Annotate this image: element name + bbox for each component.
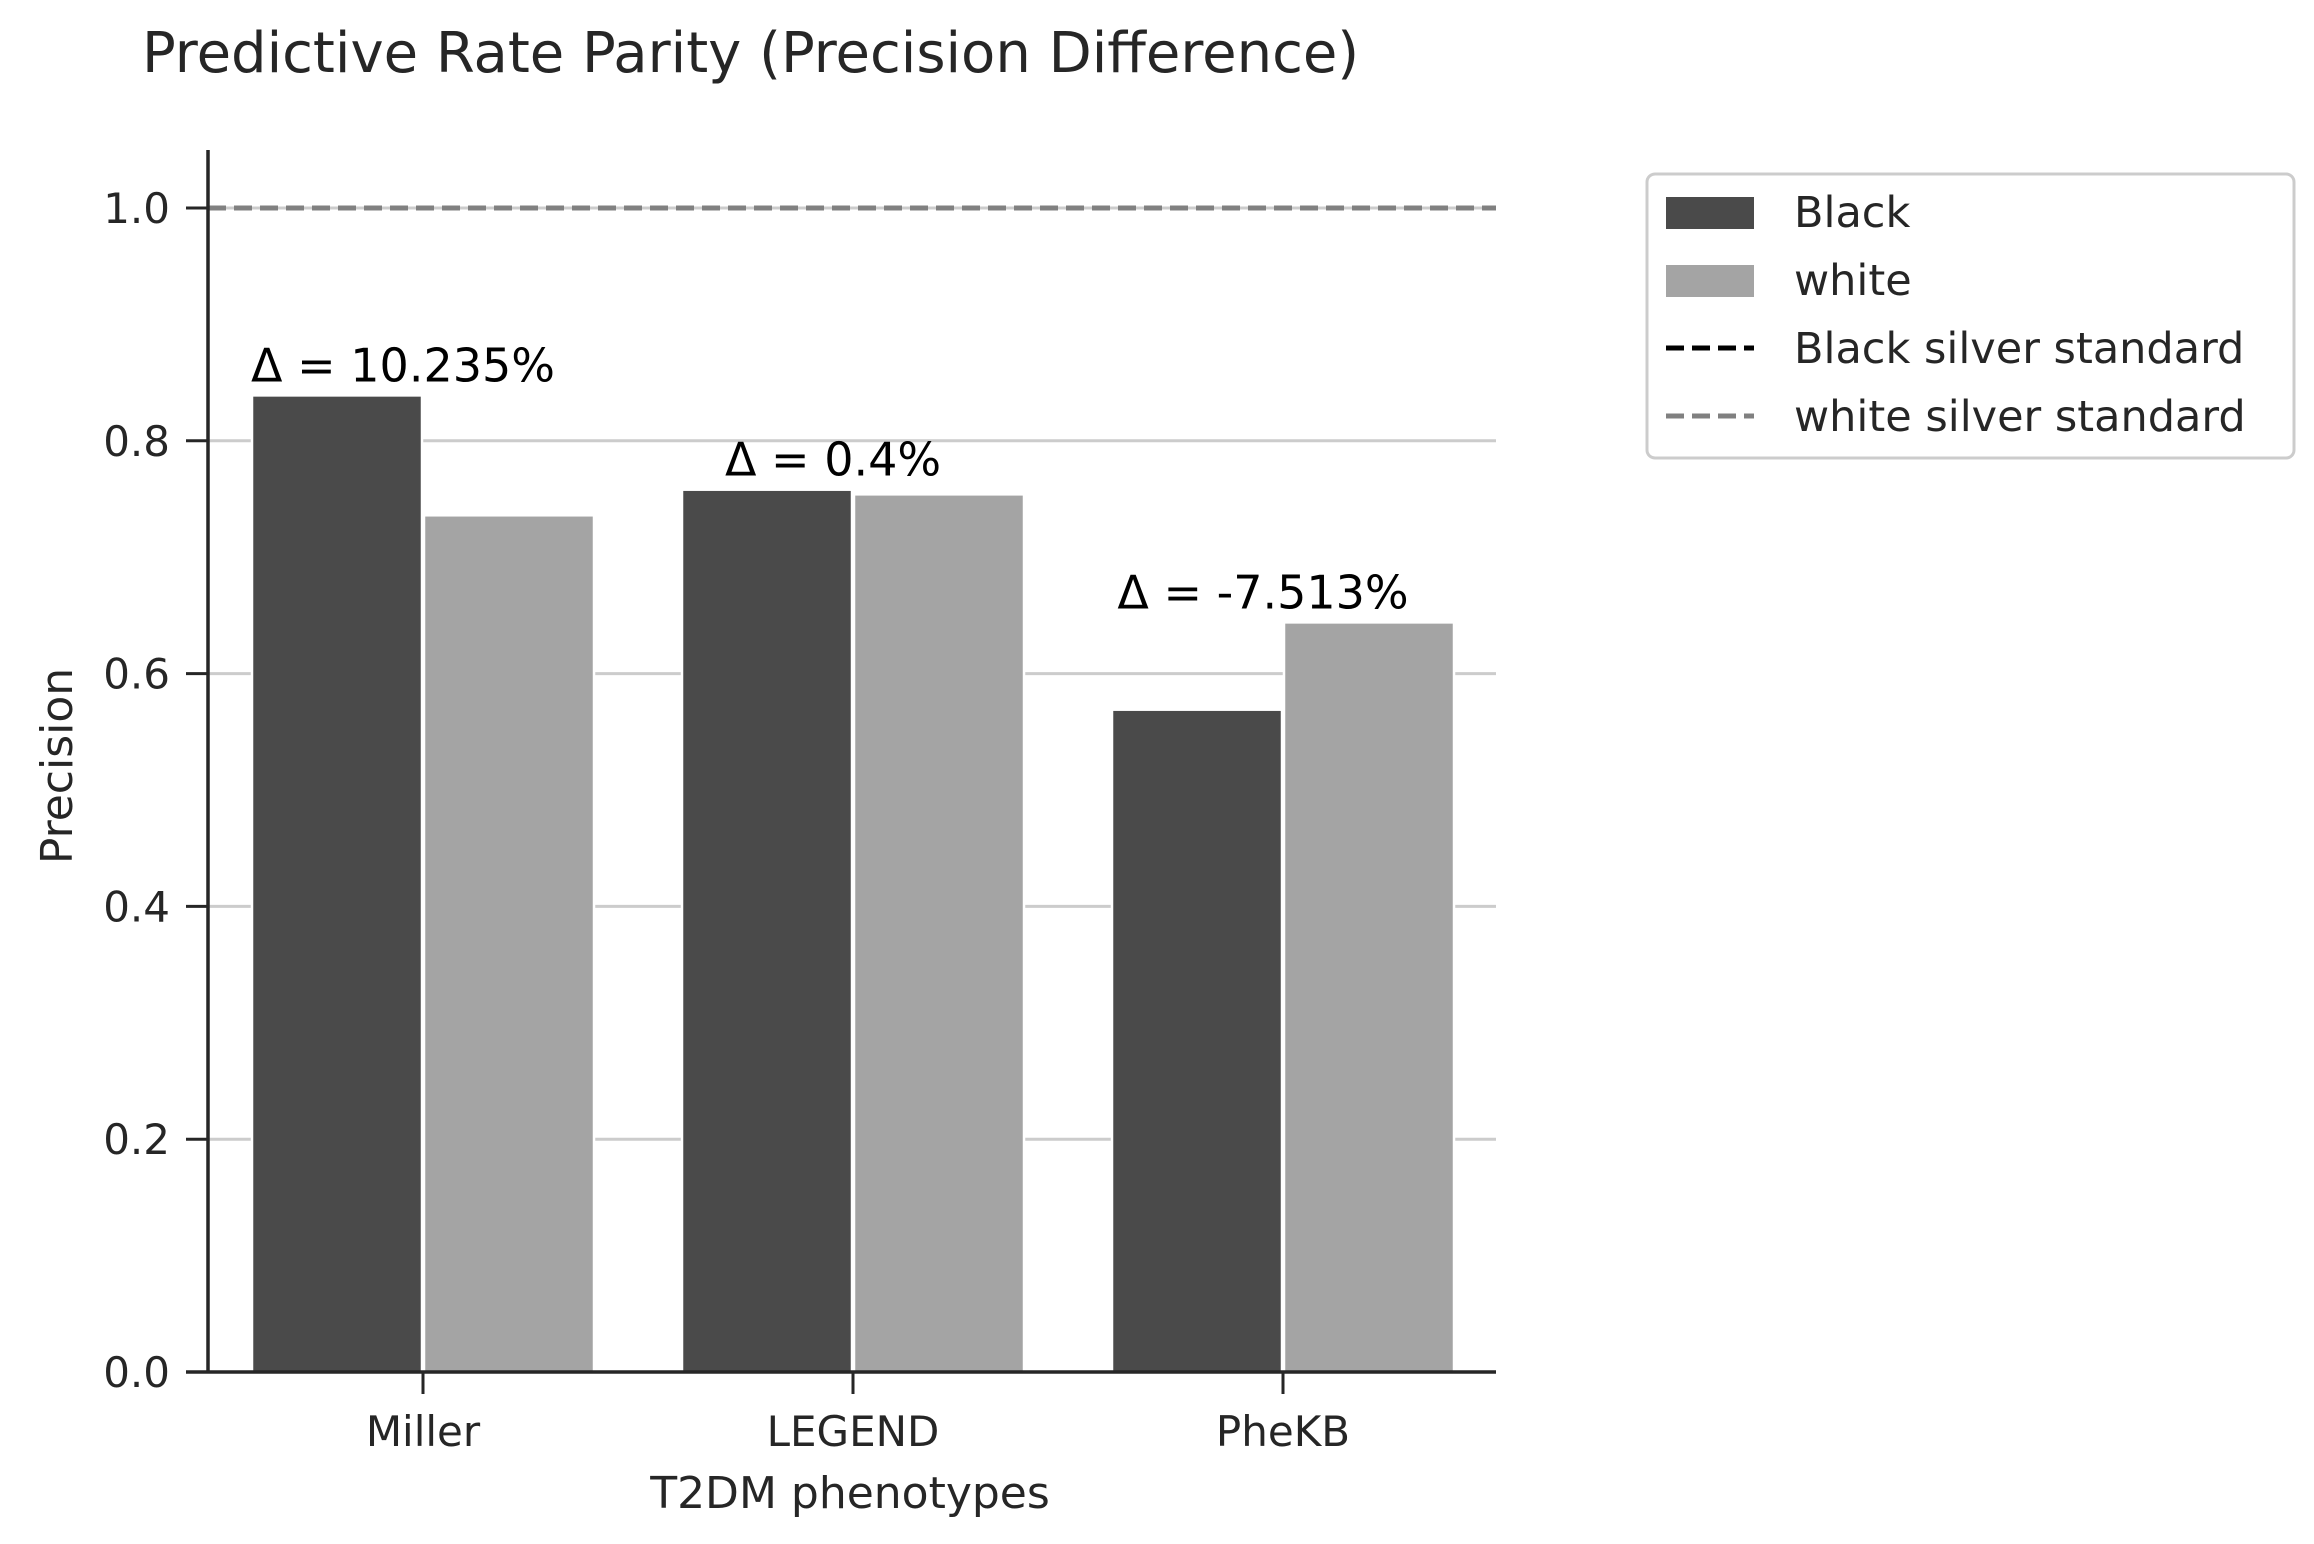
legend: Black white Black silver standard white sil… [1645,172,2296,460]
legend-frame [1645,172,2296,460]
bar-white-phekb [1282,621,1456,1374]
x-tick-label: PheKB [1216,1407,1350,1456]
legend-item-white-label: white [1794,256,1912,306]
x-tick-label: LEGEND [767,1407,940,1456]
bars [250,394,1456,1374]
legend-item-black-silver-standard-label: Black silver standard [1794,324,2244,374]
y-ticks: 0.0 0.2 0.4 0.6 0.8 1.0 [103,184,208,1397]
bar-black-phekb [1110,708,1284,1374]
x-ticks: Miller LEGEND PheKB [366,1372,1350,1456]
x-tick-label: Miller [366,1407,481,1456]
delta-label-phekb: Δ = -7.513% [1117,565,1408,619]
y-tick-label: 0.8 [103,417,170,466]
y-tick-label: 0.6 [103,650,170,699]
delta-label-legend: Δ = 0.4% [725,433,941,487]
y-tick-label: 0.0 [103,1348,170,1397]
legend-item-white-swatch [1666,265,1754,297]
y-tick-label: 1.0 [103,184,170,233]
delta-label-miller: Δ = 10.235% [251,338,555,392]
y-axis-label: Precision [32,668,83,864]
delta-annotations: Δ = 10.235% Δ = 0.4% Δ = -7.513% [251,338,1409,619]
legend-item-black-swatch [1666,197,1754,229]
bar-white-miller [422,514,596,1374]
axes [186,150,1496,1374]
y-tick-label: 0.2 [103,1115,170,1164]
y-tick-label: 0.4 [103,882,170,931]
chart-title: Predictive Rate Parity (Precision Differ… [142,21,1359,86]
bar-white-legend [852,493,1026,1374]
bar-black-legend [680,488,854,1374]
x-axis-label: T2DM phenotypes [649,1468,1050,1519]
legend-item-white-silver-standard-label: white silver standard [1794,392,2246,442]
bar-black-miller [250,394,424,1374]
legend-item-black-label: Black [1794,188,1910,238]
